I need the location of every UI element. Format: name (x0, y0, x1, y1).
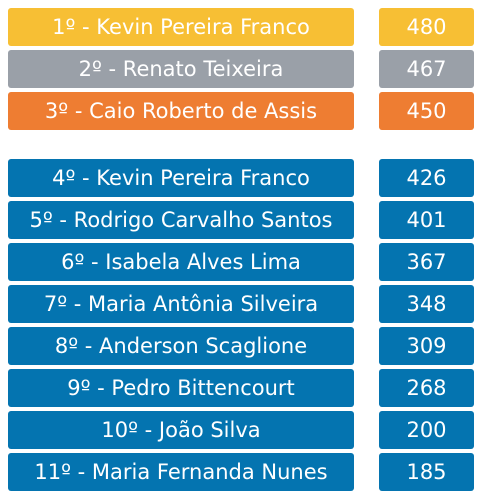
ranking-score: 348 (379, 285, 474, 323)
ranking-name: 2º - Renato Teixeira (8, 50, 354, 88)
ranking-name: 5º - Rodrigo Carvalho Santos (8, 201, 354, 239)
ranking-score: 367 (379, 243, 474, 281)
ranking-score: 450 (379, 92, 474, 130)
ranking-row-11: 11º - Maria Fernanda Nunes 185 (8, 453, 474, 491)
ranking-row-2: 2º - Renato Teixeira 467 (8, 50, 474, 88)
ranking-name: 3º - Caio Roberto de Assis (8, 92, 354, 130)
ranking-name: 7º - Maria Antônia Silveira (8, 285, 354, 323)
ranking-row-4: 4º - Kevin Pereira Franco 426 (8, 159, 474, 197)
ranking-score: 200 (379, 411, 474, 449)
ranking-row-7: 7º - Maria Antônia Silveira 348 (8, 285, 474, 323)
ranking-score: 401 (379, 201, 474, 239)
ranking-row-6: 6º - Isabela Alves Lima 367 (8, 243, 474, 281)
ranking-name: 11º - Maria Fernanda Nunes (8, 453, 354, 491)
ranking-name: 10º - João Silva (8, 411, 354, 449)
ranking-score: 309 (379, 327, 474, 365)
ranking-score: 467 (379, 50, 474, 88)
ranking-name: 1º - Kevin Pereira Franco (8, 8, 354, 46)
ranking-row-5: 5º - Rodrigo Carvalho Santos 401 (8, 201, 474, 239)
ranking-row-1: 1º - Kevin Pereira Franco 480 (8, 8, 474, 46)
ranking-row-10: 10º - João Silva 200 (8, 411, 474, 449)
ranking-name: 4º - Kevin Pereira Franco (8, 159, 354, 197)
ranking-score: 426 (379, 159, 474, 197)
ranking-name: 8º - Anderson Scaglione (8, 327, 354, 365)
ranking-score: 268 (379, 369, 474, 407)
ranking-score: 480 (379, 8, 474, 46)
ranking-score: 185 (379, 453, 474, 491)
ranking-row-9: 9º - Pedro Bittencourt 268 (8, 369, 474, 407)
ranking-row-3: 3º - Caio Roberto de Assis 450 (8, 92, 474, 130)
ranking-name: 9º - Pedro Bittencourt (8, 369, 354, 407)
ranking-name: 6º - Isabela Alves Lima (8, 243, 354, 281)
ranking-row-8: 8º - Anderson Scaglione 309 (8, 327, 474, 365)
